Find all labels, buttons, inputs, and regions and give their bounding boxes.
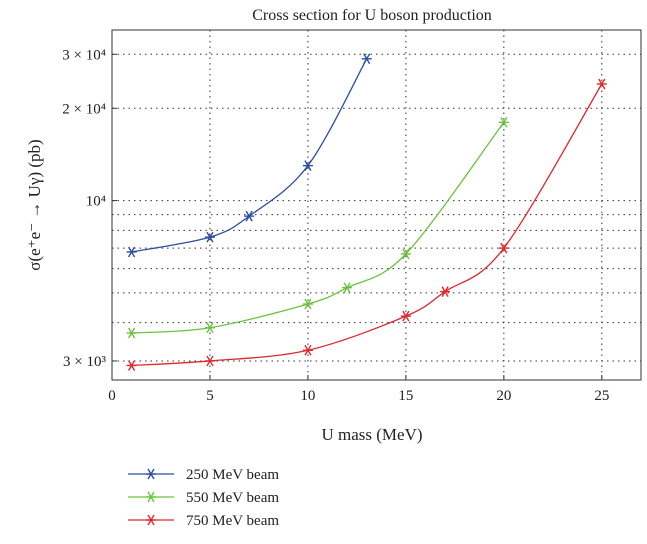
x-tick-label: 10: [300, 388, 315, 404]
legend-label: 250 MeV beam: [186, 467, 279, 483]
data-point: [498, 242, 509, 254]
axis-ticks: 0 5 10 15 20 25 3 × 10³ 10⁴ 2 × 10⁴ 3 × 10⁴: [62, 47, 609, 404]
y-tick-label: 10⁴: [86, 194, 106, 210]
x-tick-label: 5: [206, 388, 214, 404]
data-point: [498, 116, 509, 128]
series-line: [131, 121, 505, 334]
legend-marker: [146, 514, 156, 526]
data-point: [596, 78, 607, 90]
data-point: [126, 246, 137, 258]
x-tick-label: 25: [594, 388, 609, 404]
data-point: [244, 210, 255, 222]
x-axis-label: U mass (MeV): [321, 425, 422, 444]
data-point: [302, 298, 313, 310]
legend-label: 550 MeV beam: [186, 490, 279, 506]
data-point: [400, 310, 411, 322]
data-point: [126, 360, 137, 371]
data-point: [342, 282, 353, 294]
x-tick-label: 0: [108, 388, 116, 404]
series-group: [126, 53, 607, 371]
grid: [112, 30, 641, 380]
legend-marker: [146, 468, 156, 480]
y-tick-label: 3 × 10³: [63, 354, 106, 370]
plot-frame: [111, 29, 642, 381]
data-point: [400, 248, 411, 260]
y-axis-label: σ(e⁺e⁻ → Uγ) (pb): [25, 139, 44, 270]
legend-marker: [146, 491, 156, 503]
chart-title: Cross section for U boson production: [252, 7, 492, 24]
data-point: [440, 286, 451, 297]
series-line: [131, 58, 368, 253]
legend-label: 750 MeV beam: [186, 513, 279, 529]
series-line: [131, 83, 603, 367]
data-point: [302, 344, 313, 356]
data-point: [204, 355, 215, 367]
data-point: [204, 231, 215, 243]
legend: 250 MeV beam 550 MeV beam 750 MeV beam: [128, 467, 279, 529]
x-tick-label: 15: [398, 388, 413, 404]
y-tick-label: 2 × 10⁴: [62, 101, 106, 117]
data-point: [302, 160, 313, 172]
x-tick-label: 20: [496, 388, 511, 404]
data-point: [361, 53, 372, 65]
y-tick-label: 3 × 10⁴: [62, 47, 106, 63]
data-point: [204, 322, 215, 334]
data-point: [126, 327, 137, 339]
